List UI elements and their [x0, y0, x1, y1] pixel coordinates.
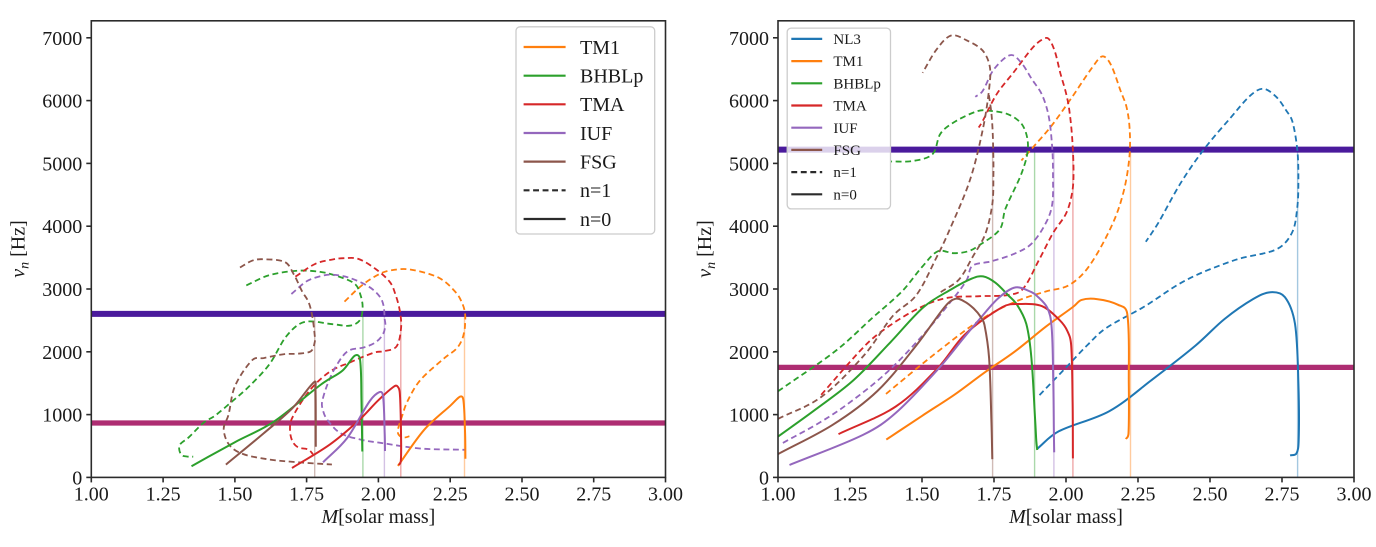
svg-text:TM1: TM1 [833, 54, 863, 70]
svg-text:2.75: 2.75 [576, 483, 611, 505]
svg-text:FSG: FSG [833, 143, 861, 159]
svg-text:5000: 5000 [42, 153, 82, 175]
svg-text:NL3: NL3 [833, 32, 861, 48]
svg-text:2.50: 2.50 [1193, 483, 1228, 505]
svg-text:IUF: IUF [833, 121, 857, 137]
svg-text:n=1: n=1 [580, 180, 611, 202]
svg-text:1.25: 1.25 [833, 483, 868, 505]
svg-text:BHBLp: BHBLp [833, 76, 881, 92]
svg-text:M[solar mass]: M[solar mass] [320, 506, 435, 528]
svg-text:1.25: 1.25 [146, 483, 181, 505]
svg-text:4000: 4000 [729, 216, 769, 238]
svg-text:1.50: 1.50 [905, 483, 940, 505]
svg-text:TMA: TMA [580, 94, 625, 116]
svg-text:5000: 5000 [729, 153, 769, 175]
svg-text:M[solar mass]: M[solar mass] [1008, 506, 1123, 528]
svg-text:2000: 2000 [729, 342, 769, 364]
svg-text:3.00: 3.00 [648, 483, 683, 505]
svg-text:3000: 3000 [729, 279, 769, 301]
svg-text:2000: 2000 [42, 342, 82, 364]
svg-text:IUF: IUF [580, 123, 612, 145]
svg-text:7000: 7000 [729, 28, 769, 50]
svg-text:1.75: 1.75 [977, 483, 1012, 505]
svg-text:2.50: 2.50 [505, 483, 540, 505]
svg-text:2.00: 2.00 [1049, 483, 1084, 505]
svg-text:3.00: 3.00 [1337, 483, 1372, 505]
svg-text:BHBLp: BHBLp [580, 66, 643, 88]
svg-text:0: 0 [759, 467, 769, 489]
svg-text:νn [Hz]: νn [Hz] [694, 220, 719, 278]
svg-text:4000: 4000 [42, 216, 82, 238]
svg-text:TMA: TMA [833, 99, 867, 115]
svg-text:1.00: 1.00 [74, 483, 109, 505]
svg-text:n=0: n=0 [580, 209, 611, 231]
svg-text:2.25: 2.25 [433, 483, 468, 505]
svg-text:6000: 6000 [42, 91, 82, 113]
svg-text:2.25: 2.25 [1121, 483, 1156, 505]
svg-text:0: 0 [72, 467, 82, 489]
svg-text:1000: 1000 [42, 405, 82, 427]
svg-text:3000: 3000 [42, 279, 82, 301]
svg-text:2.75: 2.75 [1265, 483, 1300, 505]
svg-text:2.00: 2.00 [361, 483, 396, 505]
svg-text:1.50: 1.50 [217, 483, 252, 505]
svg-text:1.00: 1.00 [761, 483, 796, 505]
svg-text:1000: 1000 [729, 405, 769, 427]
svg-text:n=0: n=0 [833, 187, 856, 203]
svg-text:TM1: TM1 [580, 37, 620, 59]
svg-text:6000: 6000 [729, 91, 769, 113]
svg-text:7000: 7000 [42, 28, 82, 50]
svg-text:1.75: 1.75 [289, 483, 324, 505]
svg-text:FSG: FSG [580, 151, 617, 173]
svg-text:n=1: n=1 [833, 165, 856, 181]
svg-text:νn [Hz]: νn [Hz] [7, 220, 32, 278]
